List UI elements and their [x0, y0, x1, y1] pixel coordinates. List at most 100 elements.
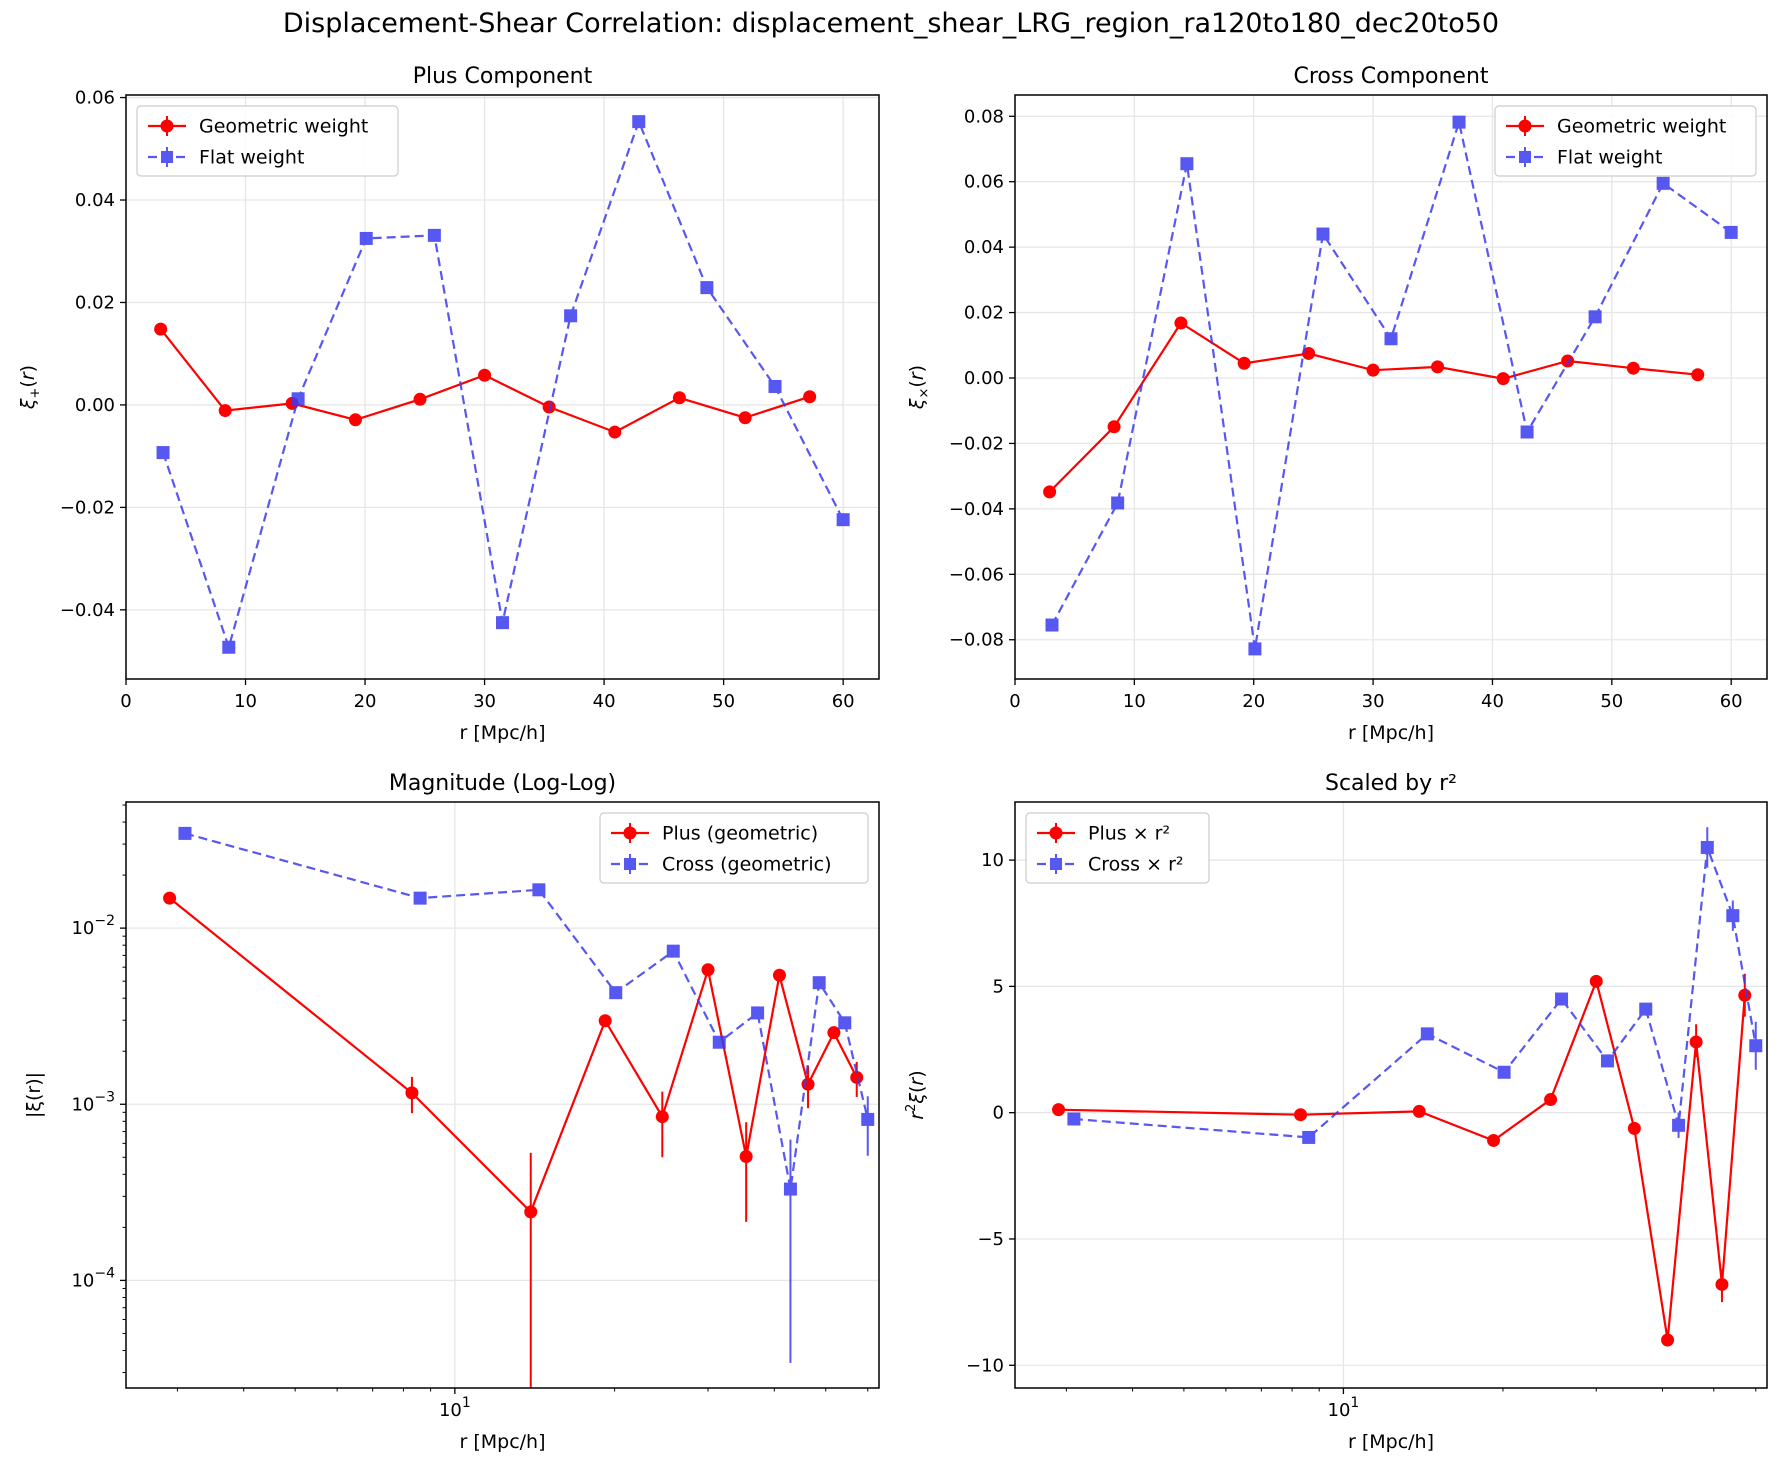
legend-label: Flat weight	[199, 147, 304, 169]
data-point	[655, 1110, 669, 1124]
series-1	[1052, 973, 1752, 1347]
data-point	[1302, 346, 1316, 360]
data-point	[1691, 368, 1705, 382]
legend-marker	[1519, 151, 1531, 163]
series-line	[1051, 117, 1732, 650]
data-point	[1052, 1103, 1066, 1117]
x-tick-label: 40	[1481, 691, 1504, 712]
data-point	[1626, 361, 1640, 375]
data-point	[1661, 1333, 1675, 1347]
y-tick-label: −5	[977, 1229, 1004, 1250]
data-point	[1588, 310, 1602, 324]
data-point	[1237, 356, 1251, 370]
data-point	[1366, 363, 1380, 377]
series-2	[1067, 827, 1763, 1144]
x-axis-label: r [Mpc/h]	[1348, 722, 1434, 744]
legend: Geometric weight Flat weight	[136, 105, 399, 177]
series-2	[156, 115, 850, 654]
y-tick-label: 10−4	[71, 1265, 115, 1291]
data-point	[1496, 372, 1510, 386]
data-point	[700, 281, 714, 295]
y-tick-label: −10	[966, 1355, 1004, 1376]
data-point	[405, 1086, 419, 1100]
data-point	[532, 883, 546, 897]
legend-label: Geometric weight	[199, 116, 368, 138]
data-point	[478, 368, 492, 382]
x-tick-label: 0	[120, 691, 131, 712]
legend-label: Plus (geometric)	[662, 823, 818, 845]
grid	[1015, 802, 1767, 1388]
data-point	[1302, 1130, 1316, 1144]
axes-frame	[1014, 94, 1768, 680]
y-tick-label: 10−3	[71, 1089, 115, 1115]
data-point	[359, 231, 373, 245]
x-tick-label: 101	[1328, 1395, 1360, 1421]
data-point	[701, 963, 715, 977]
x-tick-label: 60	[832, 691, 855, 712]
data-point	[1715, 1277, 1729, 1291]
data-point	[672, 391, 686, 405]
data-point	[413, 891, 427, 905]
data-point	[608, 425, 622, 439]
series-line	[1058, 977, 1746, 1341]
data-point	[1627, 1121, 1641, 1135]
data-point	[1248, 642, 1262, 656]
data-point	[1656, 176, 1670, 190]
y-tick-label: 5	[993, 976, 1004, 997]
data-point	[738, 411, 752, 425]
data-point	[1589, 974, 1603, 988]
chart-panel-2: 0 10 20 30 40 50 60 −0.08 −0.06 −0.04 −0.02 0.00 0.0…	[906, 64, 1768, 744]
data-point	[1067, 1112, 1081, 1126]
legend-box	[136, 105, 399, 177]
data-point	[768, 379, 782, 393]
data-point	[1174, 316, 1188, 330]
legend-label: Plus × r²	[1088, 823, 1170, 845]
x-tick-label: 20	[1242, 691, 1265, 712]
plot-area	[1043, 115, 1738, 656]
x-tick-label: 10	[1123, 691, 1146, 712]
plot-area	[163, 826, 875, 1388]
legend-item	[148, 147, 186, 167]
legend-marker	[160, 119, 174, 133]
data-point	[154, 322, 168, 336]
data-point	[1043, 485, 1057, 499]
data-point	[1726, 909, 1740, 923]
x-tick-label: 101	[439, 1395, 471, 1421]
y-tick-label: 0.04	[964, 237, 1004, 258]
y-tick-label: −0.02	[60, 497, 115, 518]
x-axis-label: r [Mpc/h]	[459, 1431, 545, 1453]
x-tick-label: 30	[473, 691, 496, 712]
data-point	[156, 446, 170, 460]
data-point	[632, 115, 646, 129]
x-tick-label: 50	[1600, 691, 1623, 712]
data-point	[427, 228, 441, 242]
legend: Plus × r² Cross × r²	[1025, 812, 1210, 884]
y-tick-label: 0.04	[75, 190, 115, 211]
chart-panel-1: 0 10 20 30 40 50 60 −0.04 −0.02 0.00 0.02 0.04 0.06 P…	[17, 64, 880, 744]
y-axis-label: ξ×(r)	[906, 365, 932, 410]
data-point	[1497, 1065, 1511, 1079]
data-point	[1294, 1108, 1308, 1122]
grid	[1014, 95, 1767, 679]
data-point	[496, 616, 509, 630]
series-2	[1045, 115, 1738, 656]
data-point	[218, 404, 232, 418]
data-point	[524, 1205, 538, 1219]
data-point	[1544, 1093, 1558, 1107]
legend-label: Cross × r²	[1088, 854, 1184, 876]
x-tick-label: 40	[593, 691, 616, 712]
legend-marker	[624, 858, 636, 870]
axes-frame	[125, 94, 880, 680]
data-point	[812, 976, 826, 990]
data-point	[1700, 840, 1714, 854]
legend: Geometric weight Flat weight	[1494, 105, 1757, 177]
data-point	[222, 640, 236, 654]
legend-box	[1494, 105, 1757, 177]
y-axis-label: r2ξ(r)	[904, 1070, 928, 1119]
grid	[126, 802, 879, 1388]
legend-item	[1506, 116, 1544, 136]
data-point	[178, 826, 192, 840]
data-point	[1045, 618, 1059, 632]
x-tick-label: 20	[354, 691, 377, 712]
